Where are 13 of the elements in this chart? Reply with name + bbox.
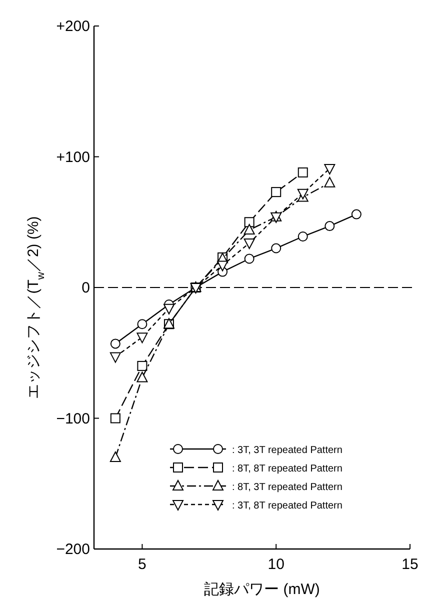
x-tick-label: 15 — [402, 556, 418, 573]
y-tick-label: −200 — [56, 541, 90, 558]
y-tick-label: −100 — [56, 410, 90, 428]
legend-label: : 3T, 8T repeated Pattern — [232, 500, 342, 512]
legend-label: : 8T, 8T repeated Pattern — [232, 464, 342, 474]
y-tick-label: +100 — [56, 148, 90, 166]
x-tick-label: 5 — [138, 556, 146, 573]
x-axis-title: 記録パワー (mW) — [204, 581, 320, 598]
y-tick-label: 0 — [82, 280, 90, 296]
legend-label: : 8T, 3T repeated Pattern — [232, 482, 342, 493]
y-tick-label: +200 — [56, 18, 90, 35]
legend-label: : 3T, 3T repeated Pattern — [232, 445, 342, 456]
x-tick-label: 10 — [268, 556, 284, 573]
